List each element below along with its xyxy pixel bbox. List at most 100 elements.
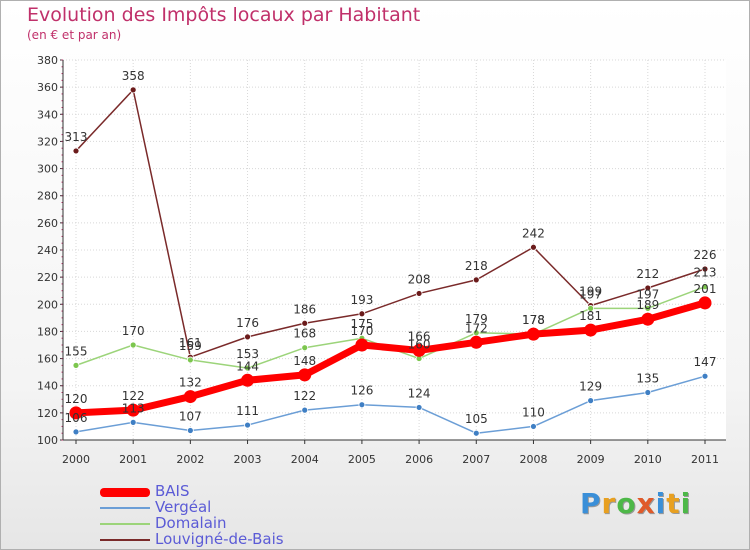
data-label: 107 [179, 410, 202, 424]
data-label: 110 [522, 405, 545, 419]
data-point [301, 319, 309, 327]
legend-item: Vergéal [100, 498, 320, 516]
data-label: 120 [65, 392, 88, 406]
data-point [587, 304, 595, 312]
data-label: 201 [694, 282, 717, 296]
data-label: 144 [236, 359, 259, 373]
legend-label: Domalain [155, 514, 227, 532]
data-label: 113 [122, 401, 145, 415]
legend-swatch [100, 523, 150, 525]
y-tick-label: 300 [37, 163, 58, 176]
data-label: 166 [408, 329, 431, 343]
data-label: 208 [408, 272, 431, 286]
data-point [72, 428, 80, 436]
x-tick-label: 2009 [577, 453, 605, 466]
data-point [530, 423, 537, 430]
data-point [358, 401, 366, 409]
data-label: 218 [465, 259, 488, 273]
data-point [358, 310, 366, 318]
line-chart: 100 120 140 160 180 200 220 240 260 280 300 320 340 3… [37, 54, 726, 466]
x-tick-label: 2008 [519, 453, 547, 466]
data-point [644, 284, 652, 292]
data-label: 212 [636, 267, 659, 281]
data-point [641, 312, 655, 326]
data-label: 155 [65, 344, 88, 358]
legend-label: Louvigné-de-Bais [155, 530, 284, 548]
data-point [584, 323, 598, 337]
data-label: 175 [350, 317, 373, 331]
data-label: 159 [179, 339, 202, 353]
legend-label: Vergéal [155, 498, 212, 516]
legend-swatch [100, 487, 150, 497]
y-tick-label: 160 [37, 353, 58, 366]
data-point [644, 389, 652, 396]
data-label: 178 [522, 313, 545, 327]
data-label: 179 [465, 312, 488, 326]
chart-title: Evolution des Impôts locaux par Habitant [27, 4, 421, 26]
chart-legend: BAIS Vergéal Domalain Louvigné-de-Bais [100, 482, 320, 548]
chart-subtitle: (en € et par an) [27, 28, 122, 42]
data-point [69, 406, 83, 420]
data-label: 170 [122, 324, 145, 338]
y-tick-label: 360 [37, 81, 58, 94]
series-line-verg-al [75, 375, 706, 434]
data-point [129, 418, 137, 426]
data-point [129, 341, 137, 349]
y-tick-label: 380 [37, 54, 58, 67]
data-point [355, 338, 369, 352]
data-point [298, 368, 312, 382]
y-tick-label: 200 [37, 298, 58, 311]
data-point [644, 304, 652, 312]
x-tick-label: 2010 [634, 453, 662, 466]
data-point [129, 86, 137, 94]
data-label: 358 [122, 69, 145, 83]
data-label: 176 [236, 316, 259, 330]
data-label: 106 [65, 411, 88, 425]
data-point [126, 403, 140, 417]
y-tick-label: 280 [37, 190, 58, 203]
data-label: 111 [236, 404, 259, 418]
data-label: 170 [350, 324, 373, 338]
proxiti-logo: Proxiti [580, 487, 692, 520]
data-label: 197 [636, 287, 659, 301]
series-line-bais [72, 299, 709, 417]
data-point [244, 364, 251, 372]
series-line-louvign-de-bais [75, 89, 706, 358]
data-label: 124 [408, 386, 431, 400]
data-label: 122 [293, 389, 316, 403]
data-label: 161 [179, 336, 202, 350]
data-point [701, 265, 709, 273]
data-label: 242 [522, 226, 545, 240]
data-point [698, 296, 712, 310]
data-point [244, 421, 251, 429]
legend-item: Louvigné-de-Bais [100, 530, 320, 548]
data-point [72, 147, 80, 155]
data-point [301, 406, 309, 414]
data-point [469, 335, 483, 349]
data-point [701, 372, 709, 380]
data-label: 126 [350, 384, 373, 398]
data-label: 122 [122, 389, 145, 403]
x-tick-label: 2007 [462, 453, 490, 466]
data-label: 129 [579, 380, 602, 394]
y-tick-label: 140 [37, 380, 58, 393]
data-label: 189 [636, 298, 659, 312]
data-label: 160 [408, 338, 431, 352]
data-label: 197 [579, 287, 602, 301]
legend-swatch [100, 539, 150, 541]
data-point [244, 333, 251, 341]
legend-item: BAIS [100, 482, 320, 500]
y-tick-label: 180 [37, 325, 58, 338]
data-label: 132 [179, 376, 202, 390]
x-tick-label: 2003 [234, 453, 262, 466]
x-tick-label: 2011 [691, 453, 719, 466]
data-point [526, 327, 540, 341]
data-point [472, 276, 480, 284]
legend-label: BAIS [155, 482, 190, 500]
data-point [301, 344, 309, 352]
data-label: 148 [293, 354, 316, 368]
data-point [241, 373, 255, 387]
x-tick-label: 2006 [405, 453, 433, 466]
data-label: 105 [465, 412, 488, 426]
legend-swatch [100, 507, 150, 509]
